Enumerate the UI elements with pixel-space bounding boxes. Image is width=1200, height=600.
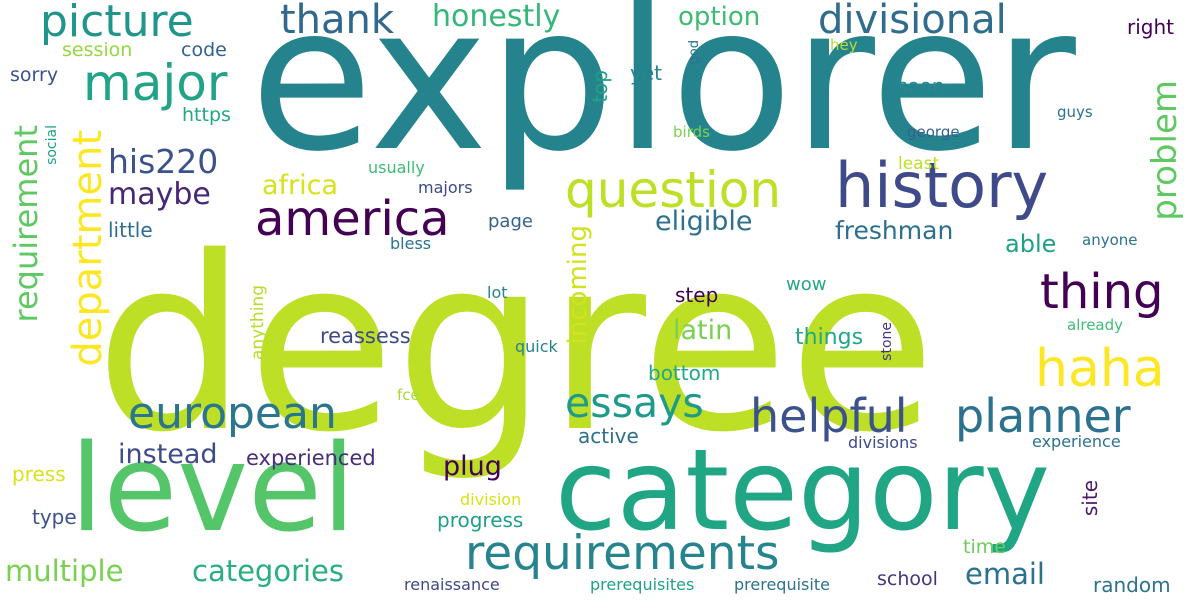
word: bless [390,234,432,253]
word: plug [443,451,502,482]
word: wow [786,274,827,295]
word: time [963,536,1006,558]
word: able [1005,230,1057,258]
word: eligible [655,206,753,237]
word: experience [1032,432,1121,451]
word: reassess [320,324,411,348]
word: africa [262,170,339,201]
word: step [675,283,719,307]
word: page [488,211,533,232]
word: america [255,191,450,247]
word: god [687,40,702,65]
word: birds [673,123,710,141]
word: helpful [750,389,908,443]
word: honestly [432,0,561,34]
word: anything [248,285,268,360]
word: little [108,218,153,242]
word: divisional [818,0,1007,43]
word: stone [879,322,895,361]
word: option [678,2,761,32]
word: european [128,388,337,439]
word: categories [192,554,345,588]
word: yet [630,61,662,85]
word: requirements [465,526,780,581]
word: quick [515,337,558,356]
word: problem [1145,80,1185,221]
word: maybe [108,177,211,212]
word: soon [897,74,945,98]
word: prerequisites [590,575,695,594]
word: guys [1057,103,1093,121]
word: freshman [835,216,954,245]
word: site [1078,480,1102,517]
word: level [70,420,356,559]
word: question [565,161,782,219]
word: least [898,154,940,174]
word: school [877,568,938,590]
word: degree [95,205,937,485]
word: multiple [5,554,124,588]
word: type [32,505,77,529]
word: top [588,70,612,103]
word: major [83,54,228,112]
word: random [1093,573,1171,597]
word: anyone [1082,231,1138,249]
word: sorry [10,64,59,86]
word: majors [418,178,473,197]
word: already [1067,316,1124,334]
word: incoming [563,225,593,345]
word: divisions [848,433,918,452]
word: hey [830,36,858,54]
word: george [907,123,960,141]
word: progress [437,508,524,532]
word: social [44,125,60,165]
word: thing [1040,264,1164,320]
word: planner [955,389,1131,443]
word: instead [118,439,218,470]
word: lot [487,283,508,302]
word: category [555,426,1050,556]
word: experienced [246,446,376,470]
word: department [65,130,111,367]
word: press [12,462,66,486]
word: latin [673,315,733,346]
word: email [965,557,1045,591]
word: renaissance [404,575,500,594]
word: history [835,149,1049,222]
word: https [182,104,231,126]
word: fce [397,386,420,404]
word: thank [280,0,395,43]
word: haha [1035,339,1165,399]
word: prerequisite [734,575,830,594]
word: explorer [250,0,1076,196]
word: essays [565,379,704,427]
word: code [181,39,227,61]
word: his220 [108,142,219,181]
word: right [1127,15,1174,39]
word: division [460,490,522,509]
word: usually [368,158,425,177]
word: picture [40,0,194,47]
word: bottom [648,361,721,385]
word: session [62,39,133,61]
word: things [795,325,864,350]
word: active [578,424,639,448]
word: requirement [7,125,45,323]
